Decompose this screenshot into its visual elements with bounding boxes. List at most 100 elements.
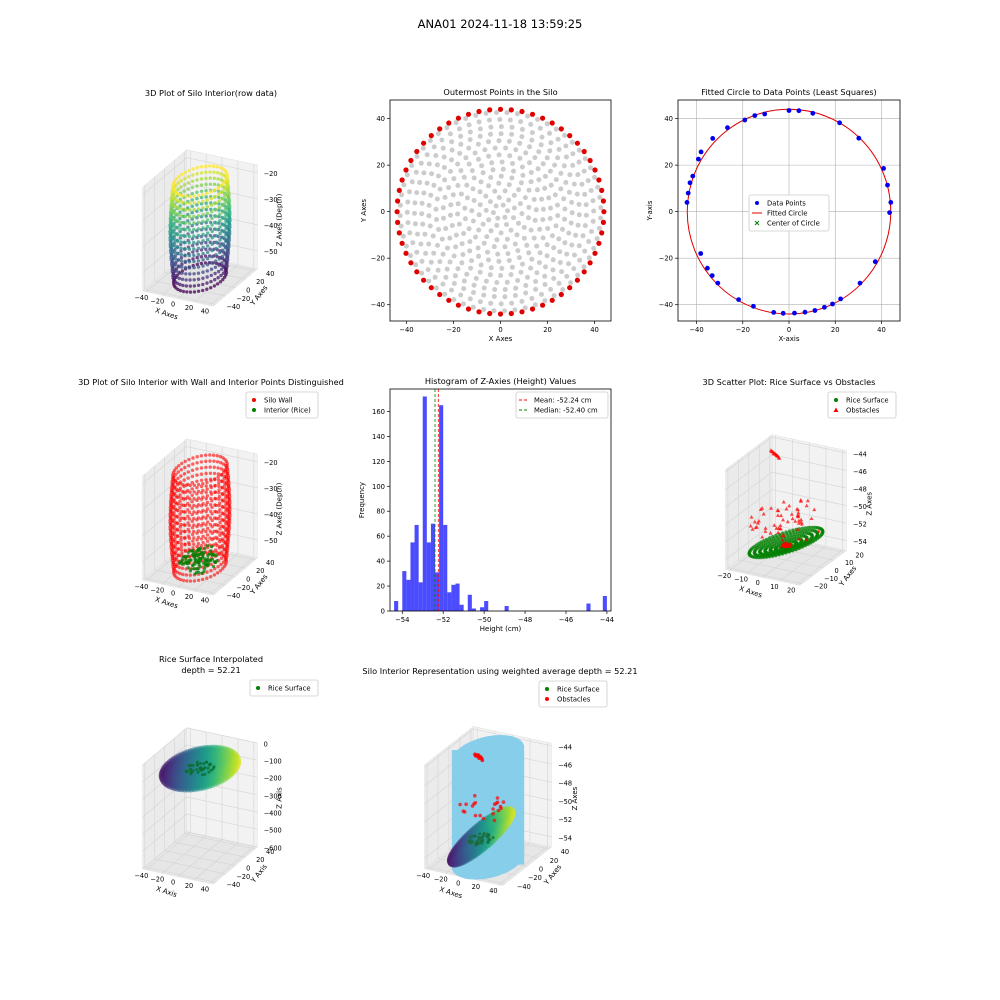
- data-point: [467, 248, 473, 254]
- rice-point: [474, 843, 478, 847]
- wall-point: [174, 472, 178, 476]
- data-point: [208, 164, 212, 168]
- data-point: [176, 239, 180, 243]
- data-point: [467, 296, 473, 302]
- legend-entry: Interior (Rice): [264, 407, 311, 415]
- data-point: [506, 182, 512, 188]
- wall-point: [214, 535, 218, 540]
- data-point: [213, 271, 217, 276]
- data-point: [559, 269, 565, 275]
- legend-entry: Center of Circle: [767, 220, 820, 228]
- data-point: [482, 147, 488, 153]
- y-tick-label: 40: [561, 848, 569, 856]
- interior-point: [178, 560, 182, 564]
- data-point: [582, 223, 588, 229]
- wall-point: [225, 532, 230, 536]
- data-point: [467, 137, 473, 143]
- y-axis-label: Y Axes: [360, 199, 368, 224]
- data-point: [418, 241, 424, 247]
- rice-point: [200, 768, 204, 772]
- data-point: [219, 178, 223, 182]
- data-point: [446, 185, 452, 191]
- outer-point: [567, 133, 573, 139]
- data-point: [469, 258, 474, 264]
- y-tick-label: 20: [256, 278, 264, 286]
- data-point: [221, 167, 225, 171]
- obstacle-point: [478, 813, 483, 818]
- wall-point: [179, 474, 183, 478]
- data-point: [196, 265, 201, 269]
- legend-marker: [754, 220, 760, 226]
- data-point: [548, 140, 554, 146]
- obstacle-point: [756, 518, 761, 523]
- interior-point: [210, 545, 214, 549]
- data-point: [206, 244, 210, 248]
- wall-point: [224, 474, 228, 479]
- wall-point: [183, 548, 187, 553]
- obstacle-point: [768, 531, 773, 535]
- wall-point: [178, 577, 183, 582]
- wall-point: [224, 528, 228, 533]
- data-point: [455, 266, 461, 272]
- data-point: [196, 200, 201, 205]
- data-point: [566, 230, 572, 236]
- data-point: [532, 302, 538, 308]
- data-point: [449, 139, 455, 145]
- data-point: [486, 257, 491, 263]
- wall-point: [219, 562, 223, 567]
- chart-title: 3D Plot of Silo Interior with Wall and I…: [78, 377, 344, 387]
- data-point: [222, 265, 226, 269]
- rice-point: [790, 549, 795, 553]
- data-point: [444, 125, 450, 131]
- y-axis-label: Y Axis: [249, 863, 269, 886]
- outer-point: [394, 209, 400, 215]
- legend-marker: [252, 398, 256, 402]
- wall-point: [221, 512, 225, 516]
- histogram-bar: [443, 524, 448, 611]
- data-point: [418, 160, 424, 166]
- rice-point: [765, 537, 769, 542]
- wall-point: [183, 536, 187, 540]
- interior-point: [203, 557, 207, 561]
- chart-height-histogram: Histogram of Z-Axies (Height) ValuesMean…: [358, 376, 614, 633]
- rice-point: [797, 546, 801, 550]
- wall-point: [201, 495, 205, 499]
- wall-point: [192, 516, 196, 521]
- z-tick-label: −500: [264, 827, 282, 835]
- data-point: [175, 281, 179, 285]
- grid-line: [771, 506, 847, 524]
- data-point: [210, 210, 214, 214]
- data-point: [219, 172, 223, 176]
- outer-point: [558, 126, 564, 132]
- data-point: [582, 156, 588, 162]
- data-point: [536, 149, 542, 155]
- data-point: [183, 247, 187, 251]
- data-point: [410, 240, 416, 246]
- wall-point: [210, 512, 214, 516]
- chart-silo-interior-representation: Silo Interior Representation using weigh…: [362, 666, 637, 900]
- data-point: [487, 272, 493, 278]
- data-point: [210, 242, 214, 246]
- wall-point: [214, 542, 218, 546]
- z-tick-label: −46: [558, 762, 572, 770]
- data-point: [188, 272, 192, 276]
- obstacle-point: [772, 523, 777, 527]
- rice-point: [485, 834, 489, 838]
- wall-point: [180, 551, 184, 555]
- data-point: [206, 224, 210, 229]
- wall-point: [183, 465, 187, 470]
- data-point: [457, 126, 462, 132]
- histogram-bar: [422, 396, 427, 611]
- data-point: [214, 259, 218, 263]
- data-point: [488, 175, 494, 180]
- wall-point: [212, 459, 216, 463]
- x-tick-label: 0: [456, 879, 460, 887]
- wall-point: [176, 508, 180, 513]
- data-point: [540, 161, 546, 167]
- data-point: [425, 267, 431, 273]
- data-point: [463, 155, 469, 161]
- obstacle-point: [787, 503, 792, 508]
- data-point: [562, 206, 568, 212]
- obstacle-point: [492, 818, 497, 823]
- data-point: [186, 225, 190, 229]
